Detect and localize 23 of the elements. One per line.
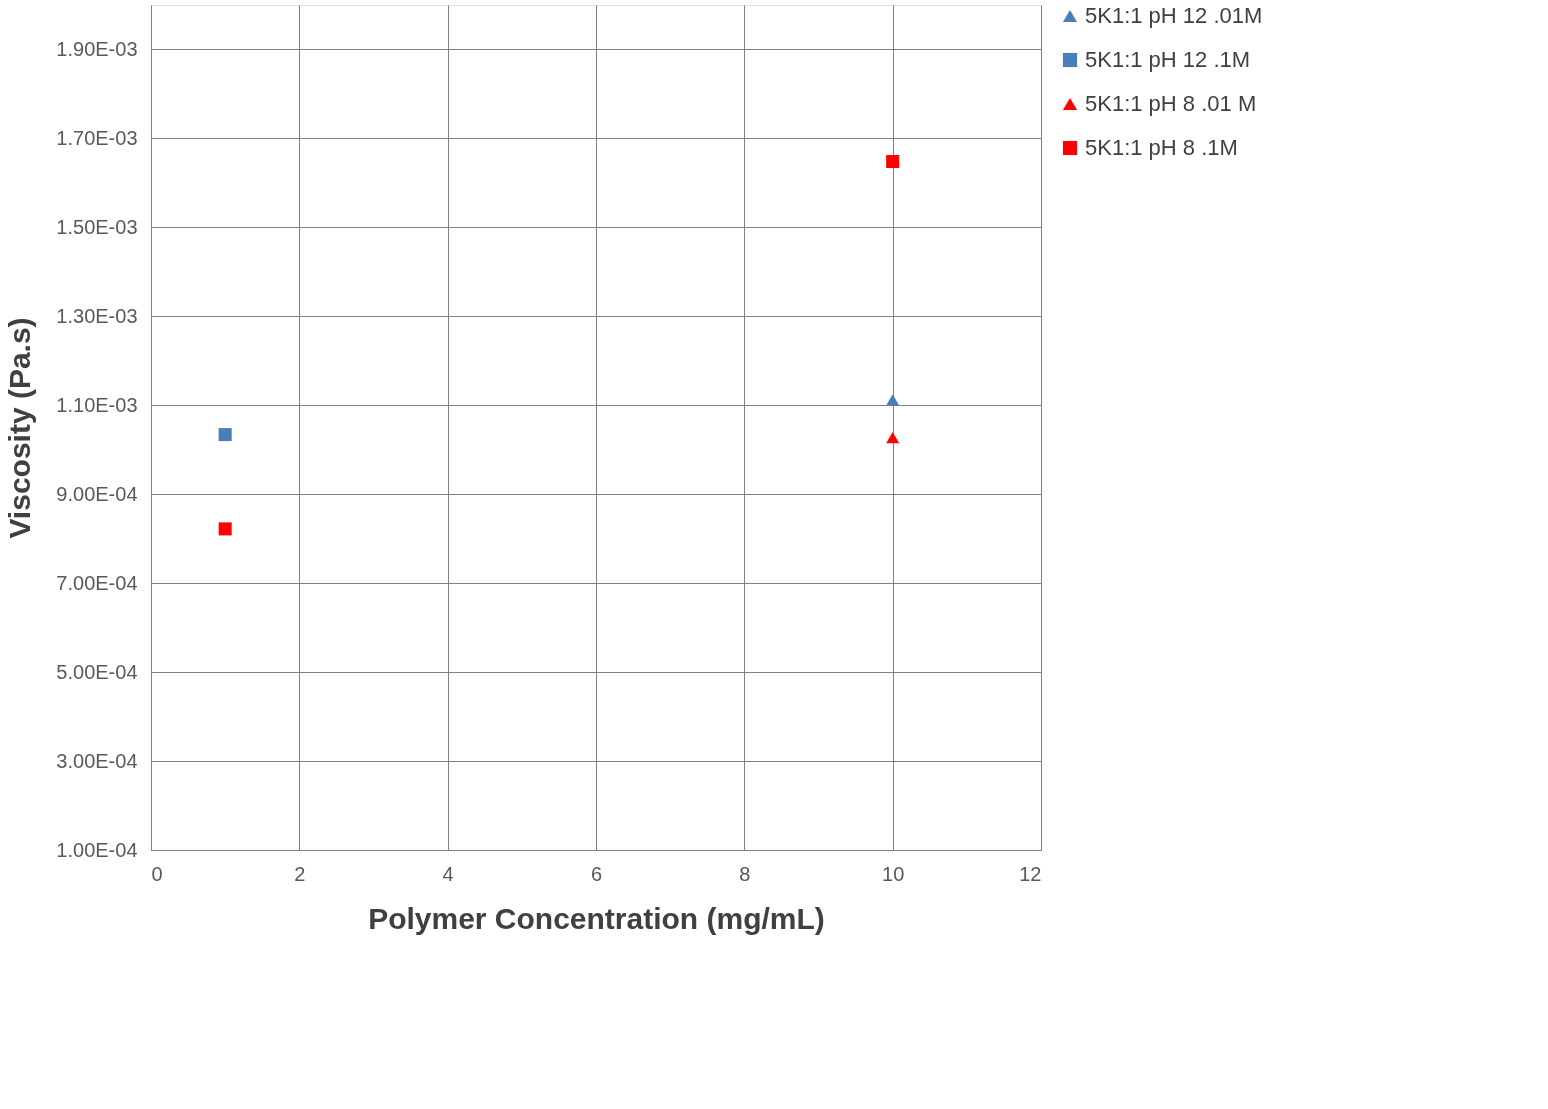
legend-label: 5K1:1 pH 8 .1M [1085,135,1238,160]
y-tick-label: 1.90E-03 [56,37,138,60]
y-tick-label: 1.70E-03 [56,126,138,149]
legend-label: 5K1:1 pH 12 .01M [1085,3,1263,28]
legend-label: 5K1:1 pH 12 .1M [1085,47,1251,72]
x-tick-label: 8 [739,862,751,885]
y-tick-label: 1.30E-03 [56,304,138,327]
x-tick-label: 0 [151,862,163,885]
x-tick-label: 10 [882,862,905,885]
y-tick-label: 5.00E-04 [56,660,138,683]
y-tick-label: 3.00E-04 [56,749,138,772]
y-tick-label: 1.10E-03 [56,393,138,416]
x-tick-label: 6 [590,862,603,885]
y-axis-title: Viscosity (Pa.s) [3,317,37,539]
x-axis-title: Polymer Concentration (mg/mL) [368,901,825,935]
y-tick-label: 7.00E-04 [56,571,138,594]
legend-label: 5K1:1 pH 8 .01 M [1085,91,1257,116]
x-tick-label: 12 [1019,862,1042,885]
y-tick-label: 9.00E-04 [56,482,138,505]
y-tick-label: 1.50E-03 [56,215,138,238]
x-tick-label: 4 [442,862,454,885]
y-tick-label: 1.00E-04 [56,838,138,861]
x-tick-label: 2 [294,862,306,885]
